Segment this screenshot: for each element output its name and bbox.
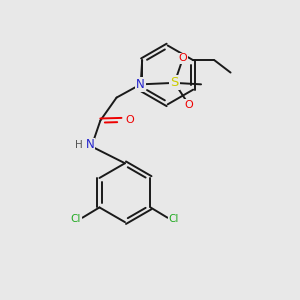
Text: O: O <box>178 53 187 63</box>
Text: H: H <box>75 140 83 150</box>
Text: Cl: Cl <box>169 214 179 224</box>
Text: S: S <box>170 76 179 89</box>
Text: N: N <box>136 78 145 91</box>
Text: O: O <box>125 115 134 125</box>
Text: N: N <box>86 139 94 152</box>
Text: Cl: Cl <box>71 214 81 224</box>
Text: O: O <box>184 100 193 110</box>
